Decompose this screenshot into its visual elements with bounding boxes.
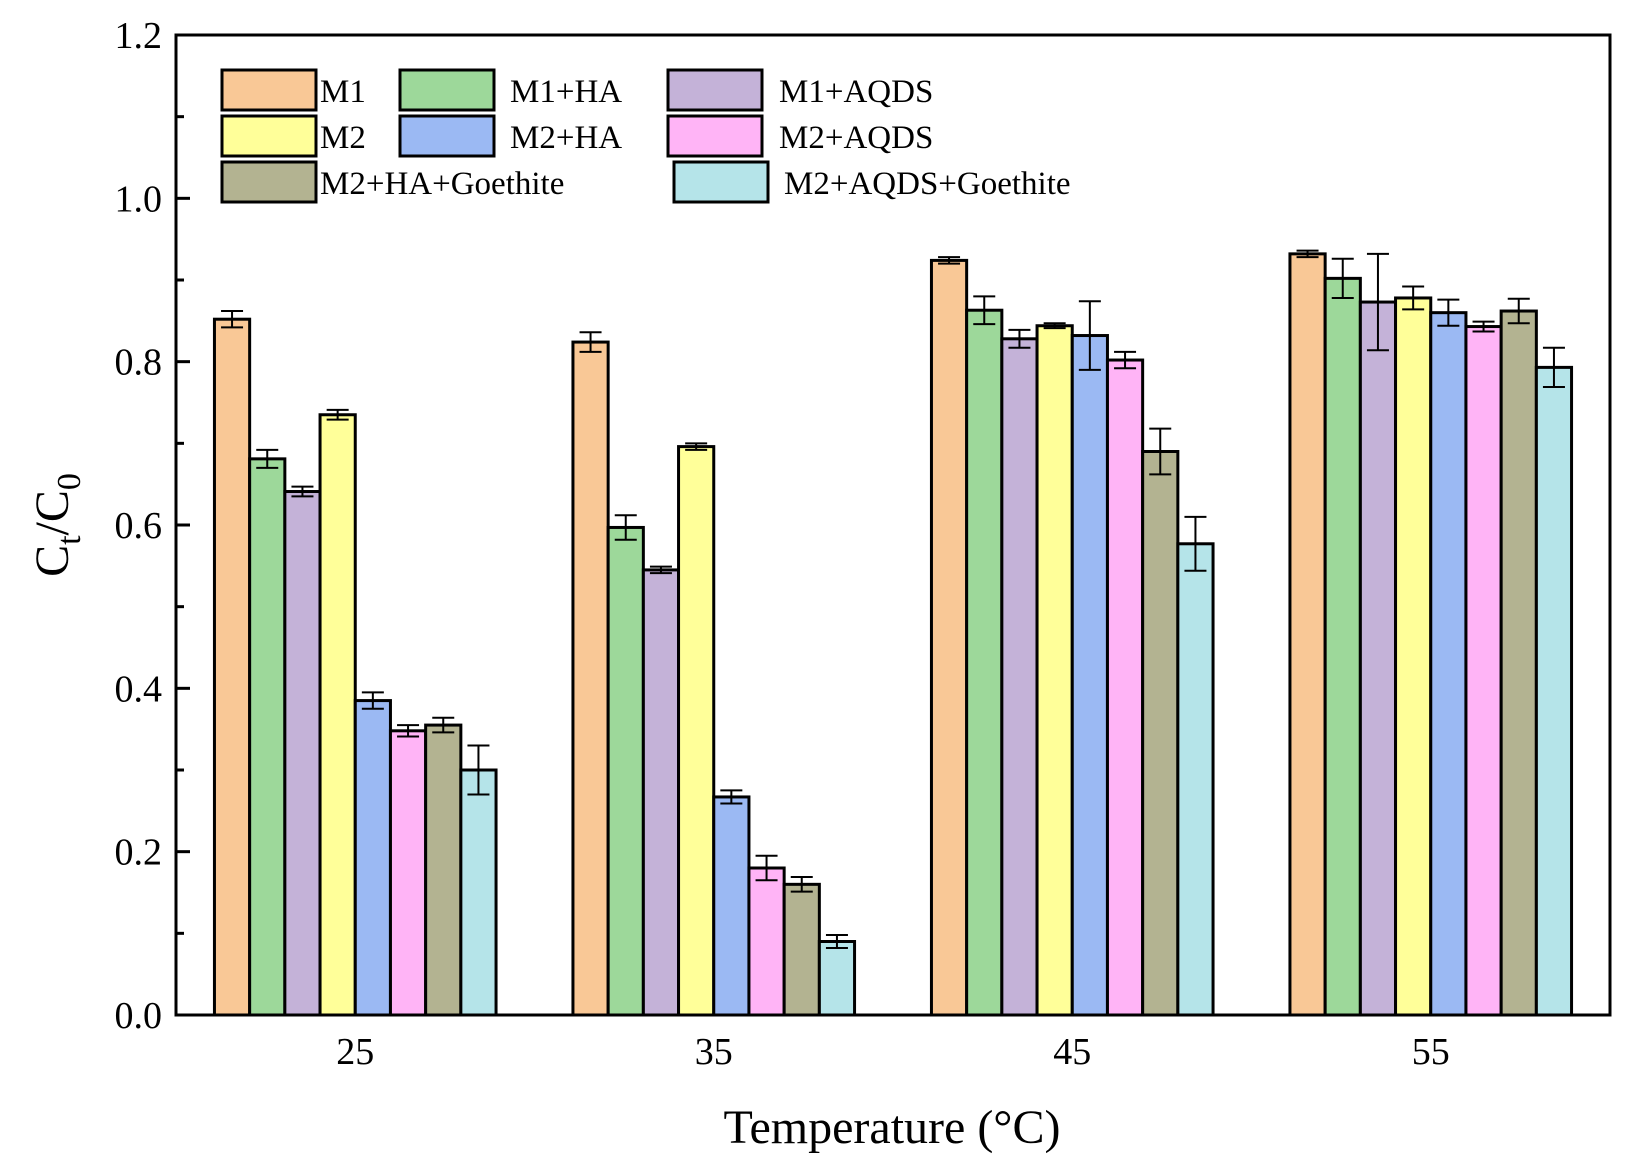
- x-tick-label: 45: [1053, 1031, 1091, 1073]
- x-tick-labels: 25 35 45 55: [336, 1031, 1450, 1073]
- y-axis-title-main: C: [26, 545, 79, 577]
- bar: [1288, 252, 1327, 1017]
- legend-item: M2+HA: [398, 114, 622, 158]
- legend-swatch: [666, 114, 764, 158]
- legend-label: M1+HA: [510, 74, 622, 110]
- x-tick-label: 25: [336, 1031, 374, 1073]
- bar: [1429, 311, 1468, 1017]
- bar: [1464, 325, 1503, 1017]
- y-tick-label: 0.4: [115, 668, 163, 710]
- legend-swatch: [398, 114, 496, 158]
- legend-label: M1: [320, 74, 366, 110]
- bar: [1323, 276, 1362, 1017]
- legend-label: M2+AQDS: [779, 120, 933, 156]
- bar: [606, 525, 645, 1017]
- y-tick-label: 0.6: [115, 505, 163, 547]
- x-tick-label: 35: [695, 1031, 733, 1073]
- bar: [782, 882, 821, 1017]
- bar: [318, 413, 357, 1017]
- bar: [1105, 358, 1145, 1017]
- legend-swatch: [666, 68, 764, 112]
- legend-label: M2+HA+Goethite: [320, 166, 564, 202]
- y-axis-title-sub-0: 0: [51, 473, 88, 490]
- bar: [424, 723, 463, 1017]
- bar: [353, 699, 392, 1017]
- bar: [571, 340, 610, 1017]
- legend-swatch: [672, 160, 770, 204]
- legend-swatch: [220, 160, 318, 204]
- y-tick-marks: [176, 33, 190, 1017]
- x-tick-label: 55: [1412, 1031, 1450, 1073]
- bar: [459, 768, 498, 1017]
- y-tick-labels: 0.0 0.2 0.4 0.6 0.8 1.0 1.2: [115, 15, 163, 1037]
- y-tick-label: 1.0: [115, 178, 163, 220]
- bar-group-35: [571, 331, 857, 1017]
- bar: [1070, 334, 1109, 1017]
- x-axis-title: Temperature (°C): [723, 1101, 1060, 1154]
- bar: [1176, 542, 1215, 1017]
- bar: [1499, 309, 1538, 1017]
- legend-item: M2+AQDS: [666, 114, 933, 158]
- legend-label: M1+AQDS: [779, 74, 933, 110]
- legend-item: M2+HA+Goethite: [220, 160, 564, 204]
- bar: [1534, 365, 1574, 1017]
- y-tick-label: 0.0: [115, 995, 163, 1037]
- bar-group-25: [212, 310, 498, 1017]
- bar: [641, 568, 681, 1017]
- legend-item: M2: [220, 114, 366, 158]
- legend: M1 M1+HA M1+AQDS M2 M2+HA M2+AQDS M2+HA+Goethi…: [220, 68, 1071, 204]
- legend-swatch: [220, 68, 318, 112]
- bar: [929, 258, 969, 1017]
- legend-label: M2: [320, 120, 366, 156]
- bar: [1394, 296, 1433, 1017]
- legend-label: M2+HA: [510, 120, 622, 156]
- bar: [747, 866, 786, 1017]
- bar: [1358, 300, 1398, 1017]
- legend-item: M1+HA: [398, 68, 622, 112]
- legend-swatch: [220, 114, 318, 158]
- y-axis-title-sub-t: t: [51, 535, 88, 545]
- bar: [248, 457, 287, 1017]
- bar: [1035, 324, 1074, 1017]
- y-tick-label: 0.2: [115, 832, 163, 874]
- plot-frame: [174, 33, 1612, 1017]
- bar-groups: [212, 249, 1574, 1017]
- y-tick-label: 1.2: [115, 15, 163, 57]
- bar: [817, 940, 857, 1017]
- y-axis-title-sep: /C: [26, 490, 79, 535]
- bar: [212, 317, 252, 1017]
- bar: [388, 729, 428, 1017]
- legend-item: M1: [220, 68, 366, 112]
- bar: [1000, 337, 1039, 1017]
- bar: [965, 308, 1004, 1017]
- bar: [677, 445, 716, 1017]
- bar-group-45: [929, 256, 1215, 1017]
- legend-item: M1+AQDS: [666, 68, 933, 112]
- legend-swatch: [398, 68, 496, 112]
- bar: [283, 490, 322, 1017]
- bar-group-55: [1288, 249, 1574, 1017]
- bar: [712, 795, 751, 1017]
- bar: [1141, 450, 1180, 1017]
- y-tick-label: 0.8: [115, 342, 163, 384]
- y-axis-title: Ct/C0: [26, 473, 88, 577]
- legend-item: M2+AQDS+Goethite: [672, 160, 1071, 204]
- legend-label: M2+AQDS+Goethite: [784, 166, 1071, 202]
